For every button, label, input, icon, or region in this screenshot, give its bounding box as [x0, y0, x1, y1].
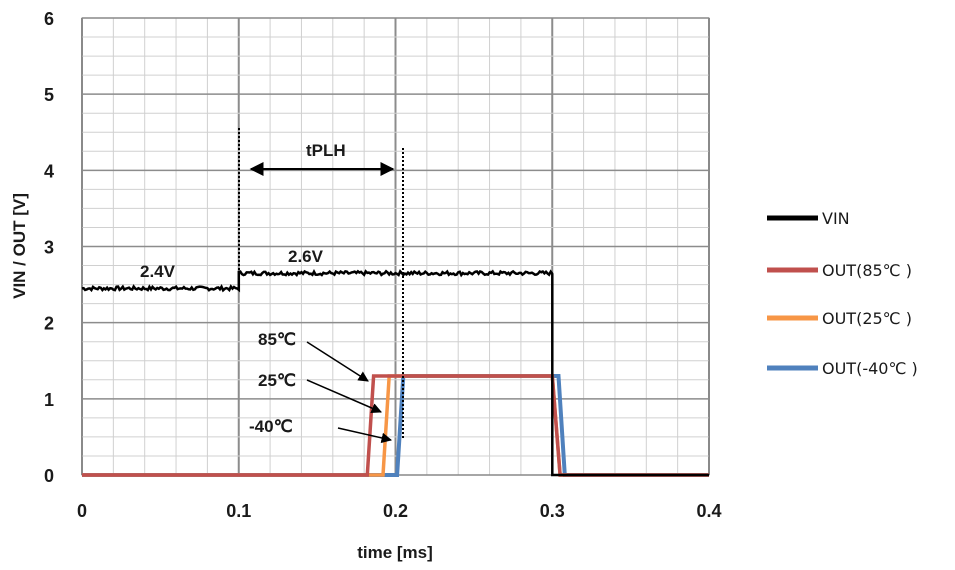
legend-label: OUT(85℃ ) [822, 261, 912, 280]
tplh-label: tPLH [306, 141, 346, 160]
tick-labels: 0 0.1 0.2 0.3 0.4 0 1 2 3 4 5 6 [44, 9, 722, 521]
y-tick-label: 0 [44, 466, 54, 486]
x-tick-label: 0.1 [226, 501, 251, 521]
annotations: tPLH 2.4V 2.6V 85℃ 25℃ -40℃ [140, 128, 404, 444]
legend: VIN OUT(85℃ ) OUT(25℃ ) OUT(-40℃ ) [767, 209, 918, 378]
y-tick-label: 4 [44, 161, 54, 181]
legend-label: OUT(25℃ ) [822, 309, 912, 328]
x-tick-label: 0.4 [696, 501, 721, 521]
y-tick-label: 1 [44, 390, 54, 410]
y-axis-title: VIN / OUT [V] [10, 193, 29, 299]
temp-85-arrow [306, 341, 369, 382]
legend-label: VIN [822, 209, 850, 228]
vin-low-label: 2.4V [140, 262, 176, 281]
y-tick-label: 2 [44, 314, 54, 334]
legend-label: OUT(-40℃ ) [822, 359, 918, 378]
vin-high-label: 2.6V [288, 247, 324, 266]
y-tick-label: 6 [44, 9, 54, 29]
series-lines [81, 269, 709, 477]
grid [81, 17, 710, 476]
temp-m40-label: -40℃ [249, 417, 293, 436]
temp-85-label: 85℃ [258, 330, 296, 349]
temp-m40-arrow [337, 427, 393, 444]
x-tick-label: 0 [77, 501, 87, 521]
temp-25-arrow [306, 379, 382, 414]
series-line-vin [81, 269, 709, 477]
x-tick-label: 0.2 [383, 501, 408, 521]
temp-25-label: 25℃ [258, 371, 296, 390]
y-tick-label: 3 [44, 238, 54, 258]
y-tick-label: 5 [44, 85, 54, 105]
x-axis-title: time [ms] [357, 543, 433, 562]
x-tick-label: 0.3 [540, 501, 565, 521]
